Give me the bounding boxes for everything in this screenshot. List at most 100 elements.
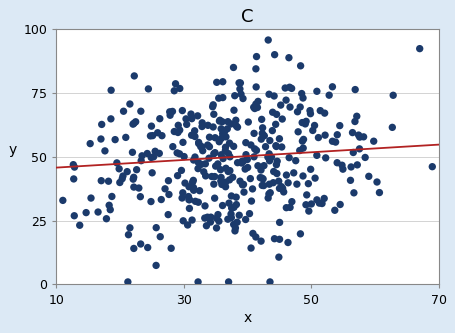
Point xyxy=(148,170,156,175)
Point xyxy=(222,166,230,171)
Point xyxy=(194,113,201,119)
Point xyxy=(303,119,310,124)
Point xyxy=(182,180,189,186)
Point xyxy=(288,86,295,91)
Point xyxy=(202,203,209,208)
Point xyxy=(222,148,229,153)
Point xyxy=(130,121,137,126)
Point xyxy=(179,140,187,145)
Point xyxy=(356,135,364,140)
Point xyxy=(213,215,220,221)
Point xyxy=(355,133,362,138)
Point xyxy=(195,199,202,205)
Point xyxy=(222,145,229,150)
Point xyxy=(183,122,190,127)
Point xyxy=(135,185,142,191)
Point xyxy=(126,101,133,107)
Point xyxy=(181,154,188,159)
Point xyxy=(244,157,251,162)
Point xyxy=(71,213,78,218)
Point xyxy=(269,128,276,133)
Point xyxy=(206,135,213,140)
Point xyxy=(106,202,113,208)
Point xyxy=(98,122,106,127)
Point xyxy=(334,132,341,138)
Point xyxy=(287,205,294,210)
Point xyxy=(252,66,259,72)
Point xyxy=(238,160,245,166)
Point xyxy=(352,87,359,92)
Point xyxy=(70,176,77,181)
Point xyxy=(210,112,217,117)
Point xyxy=(130,184,137,190)
Point xyxy=(218,182,226,187)
Point xyxy=(258,137,265,142)
Point xyxy=(296,148,303,153)
Point xyxy=(116,180,123,185)
Point xyxy=(294,109,301,115)
Point xyxy=(145,86,152,92)
Point xyxy=(195,140,202,145)
Point xyxy=(270,93,278,99)
Point xyxy=(120,109,127,114)
Point xyxy=(222,134,230,140)
Point xyxy=(376,190,383,195)
Point xyxy=(230,144,237,149)
Point xyxy=(166,109,173,115)
Point xyxy=(147,155,155,160)
Point xyxy=(106,207,114,212)
Point xyxy=(300,137,307,142)
Point xyxy=(154,130,161,136)
Point xyxy=(228,211,235,216)
Point xyxy=(224,126,231,132)
Point xyxy=(203,223,210,228)
Point xyxy=(353,114,360,119)
Point xyxy=(107,116,115,122)
Point xyxy=(245,119,252,125)
Point xyxy=(188,133,195,138)
Point xyxy=(299,95,307,101)
Point xyxy=(210,102,217,108)
Point xyxy=(226,154,233,160)
Point xyxy=(148,124,155,129)
Point xyxy=(70,162,77,167)
Point xyxy=(219,156,227,161)
Point xyxy=(389,125,396,130)
Point xyxy=(233,202,240,207)
Point xyxy=(250,154,258,160)
Point xyxy=(190,186,197,191)
Point xyxy=(182,116,190,122)
Point xyxy=(233,124,240,129)
Point xyxy=(293,181,301,187)
Point xyxy=(258,117,265,122)
Point xyxy=(214,161,222,166)
Point xyxy=(82,210,90,215)
Point xyxy=(217,178,224,184)
Point xyxy=(299,173,307,178)
Point xyxy=(197,162,205,167)
Point xyxy=(206,144,213,150)
Point xyxy=(249,231,257,236)
Point xyxy=(219,131,226,136)
Point xyxy=(236,86,243,92)
Point xyxy=(318,201,326,206)
Point xyxy=(332,140,339,145)
Point xyxy=(236,212,243,218)
Point xyxy=(298,120,306,125)
Point xyxy=(156,151,163,156)
Point xyxy=(313,89,320,94)
Point xyxy=(273,144,280,149)
Point xyxy=(132,119,139,125)
Point xyxy=(198,120,206,126)
Point xyxy=(230,65,237,70)
Point xyxy=(212,164,219,169)
Point xyxy=(218,119,226,124)
Point xyxy=(283,172,290,178)
Point xyxy=(87,195,95,201)
Point xyxy=(113,160,121,166)
Point xyxy=(124,279,131,285)
Point xyxy=(129,122,136,127)
Point xyxy=(231,228,238,233)
Point xyxy=(276,220,283,225)
Point xyxy=(299,146,307,151)
